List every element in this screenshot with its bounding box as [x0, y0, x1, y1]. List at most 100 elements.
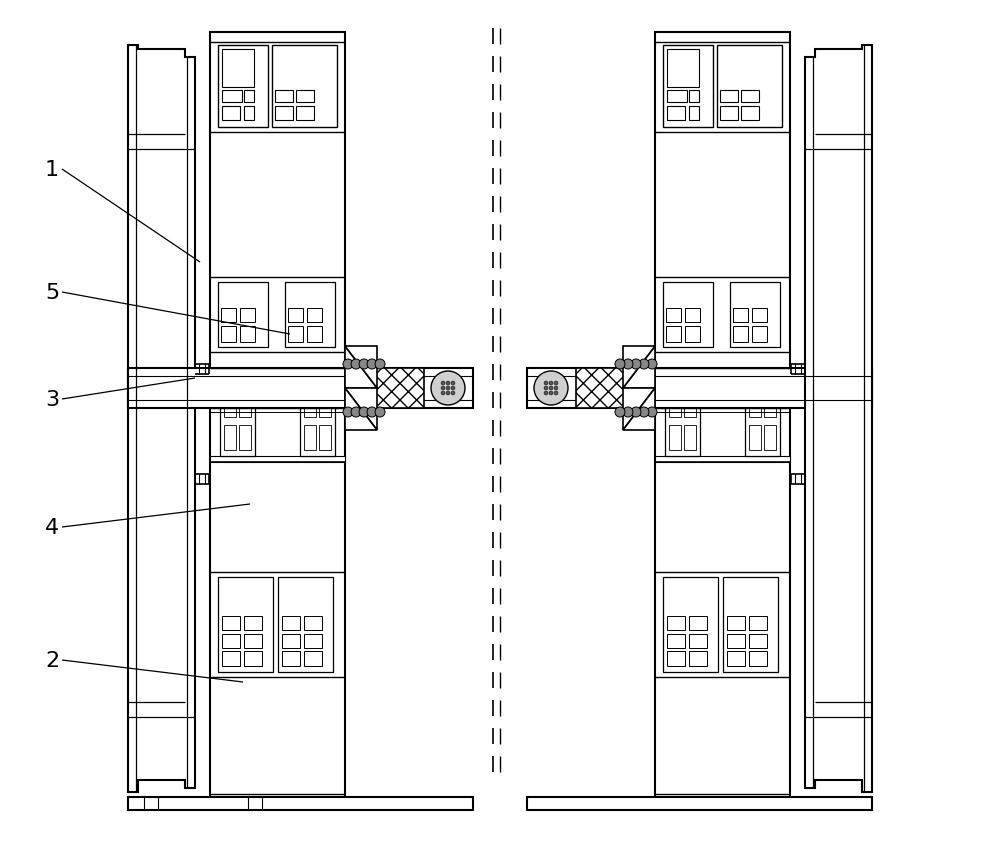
Bar [222, 651, 240, 666]
Polygon shape [805, 46, 872, 792]
Bar [741, 106, 759, 121]
Circle shape [441, 387, 445, 390]
Bar [689, 651, 707, 666]
Polygon shape [623, 347, 655, 389]
Bar [296, 91, 314, 103]
Bar [749, 634, 767, 648]
Bar [240, 326, 255, 343]
Circle shape [549, 392, 553, 395]
Circle shape [623, 407, 633, 417]
Circle shape [375, 360, 385, 370]
Bar [663, 46, 713, 128]
Bar [663, 578, 718, 672]
Circle shape [549, 387, 553, 390]
Circle shape [375, 407, 385, 417]
Circle shape [647, 407, 657, 417]
Bar [218, 578, 273, 672]
Bar [221, 326, 236, 343]
Text: 3: 3 [45, 389, 59, 410]
Bar [285, 283, 335, 348]
Circle shape [441, 392, 445, 395]
Circle shape [544, 387, 548, 390]
Circle shape [647, 360, 657, 370]
Bar [741, 91, 759, 103]
Text: 1: 1 [45, 160, 59, 180]
Bar [667, 91, 687, 103]
Bar [275, 91, 293, 103]
Circle shape [446, 382, 450, 386]
Bar [275, 106, 293, 121]
Bar [300, 375, 335, 457]
Bar [128, 797, 473, 810]
Bar [689, 106, 699, 121]
Circle shape [351, 360, 361, 370]
Bar [720, 106, 738, 121]
Bar [752, 308, 767, 323]
Bar [689, 634, 707, 648]
Circle shape [343, 360, 353, 370]
Bar [307, 326, 322, 343]
Bar [689, 616, 707, 630]
Bar [222, 50, 254, 88]
Bar [764, 393, 776, 417]
Bar [749, 425, 761, 451]
Bar [345, 369, 424, 408]
Bar [128, 369, 473, 408]
Bar [288, 308, 303, 323]
Bar [244, 91, 254, 103]
Polygon shape [623, 347, 655, 389]
Bar [218, 46, 268, 128]
Bar [239, 425, 251, 451]
Circle shape [544, 392, 548, 395]
Bar [218, 283, 268, 348]
Bar [224, 425, 236, 451]
Bar [749, 616, 767, 630]
Text: 2: 2 [45, 650, 59, 671]
Bar [282, 616, 300, 630]
Circle shape [623, 360, 633, 370]
Circle shape [359, 407, 369, 417]
Polygon shape [128, 46, 195, 792]
Bar [220, 375, 255, 457]
Bar [764, 425, 776, 451]
Bar [319, 393, 331, 417]
Circle shape [343, 407, 353, 417]
Bar [730, 283, 780, 348]
Bar [685, 308, 700, 323]
Bar [663, 283, 713, 348]
Bar [282, 651, 300, 666]
Bar [684, 425, 696, 451]
Bar [669, 393, 681, 417]
Bar [685, 326, 700, 343]
Bar [689, 91, 699, 103]
Circle shape [615, 360, 625, 370]
Circle shape [451, 382, 455, 386]
Bar [304, 393, 316, 417]
Polygon shape [623, 389, 655, 430]
Circle shape [631, 407, 641, 417]
Circle shape [544, 382, 548, 386]
Polygon shape [345, 389, 377, 430]
Circle shape [441, 382, 445, 386]
Bar [527, 369, 872, 408]
Bar [727, 651, 745, 666]
Bar [666, 326, 681, 343]
Bar [278, 578, 333, 672]
Bar [221, 308, 236, 323]
Bar [752, 326, 767, 343]
Bar [244, 616, 262, 630]
Circle shape [446, 392, 450, 395]
Bar [272, 46, 337, 128]
Polygon shape [345, 347, 377, 389]
Bar [304, 425, 316, 451]
Bar [244, 634, 262, 648]
Bar [222, 616, 240, 630]
Bar [665, 375, 700, 457]
Circle shape [367, 407, 377, 417]
Polygon shape [345, 347, 377, 389]
Bar [667, 106, 685, 121]
Bar [733, 326, 748, 343]
Bar [244, 106, 254, 121]
Circle shape [549, 382, 553, 386]
Bar [240, 308, 255, 323]
